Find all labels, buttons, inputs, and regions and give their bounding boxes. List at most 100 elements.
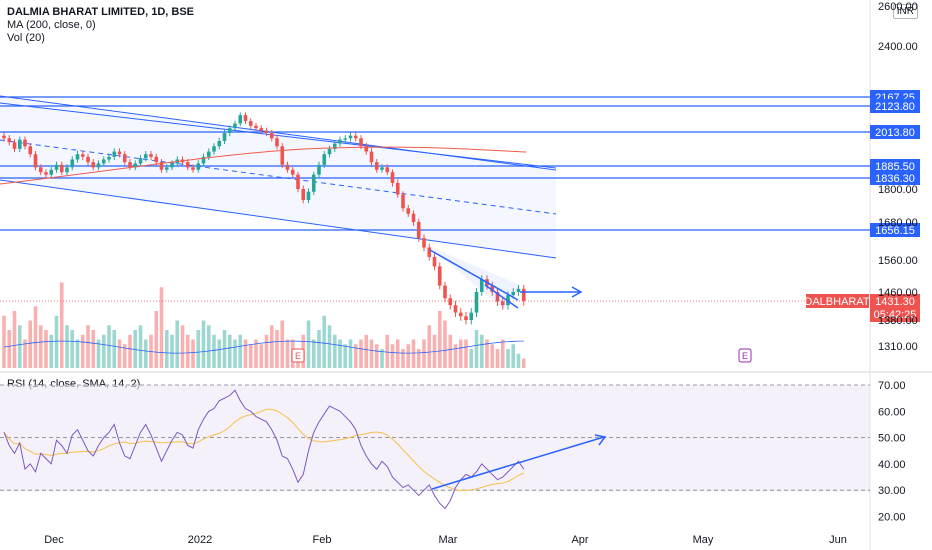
candle-body [438,266,442,285]
candle-body [13,142,17,149]
volume-bar [181,325,185,368]
volume-bar [322,316,326,368]
candle-body [454,305,458,312]
volume-bar [128,335,132,368]
candle-body [259,128,263,130]
time-tick: Feb [313,534,332,546]
volume-bar [65,325,69,368]
volume-bar [107,325,111,368]
candle-body [443,286,447,299]
volume-bar [443,321,447,369]
volume-bar [333,335,337,368]
candle-body [375,162,379,170]
volume-bar [417,349,421,368]
volume-bar [343,344,347,368]
candle-body [275,138,279,146]
symbol-label: DALBHARAT [804,296,869,308]
volume-bar [517,354,521,368]
time-tick: Jun [829,534,847,546]
level-label: 2013.80 [875,127,915,139]
volume-bar [118,340,122,369]
candle-body [469,313,473,320]
candle-body [23,140,27,147]
candle-body [391,172,395,183]
volume-bar [91,330,95,368]
candle-body [223,133,227,141]
volume-bar [286,340,290,369]
volume-bar [212,335,216,368]
candle-body [144,154,148,158]
volume-bar [86,325,90,368]
volume-bar [391,344,395,368]
candle-body [191,167,195,169]
price-tick-top: 2600.00 [878,1,918,13]
candle-body [317,165,321,175]
volume-bar [412,340,416,369]
volume-bar [28,321,32,369]
volume-bar [112,330,116,368]
candle-body [265,131,269,133]
price-tick: 1800.00 [878,184,918,196]
volume-bar [18,325,22,368]
volume-bar [102,335,106,368]
candle-body [475,292,479,313]
candle-body [427,248,431,257]
rsi-tick: 20.00 [878,512,906,524]
candle-body [286,165,290,170]
volume-bar [438,311,442,368]
volume-bar [2,316,6,368]
volume-bar [511,344,515,368]
volume-bar [191,340,195,369]
candle-body [76,154,80,159]
rsi-tick: 30.00 [878,485,906,497]
volume-bar [385,335,389,368]
candle-body [359,138,363,146]
candle-body [396,183,400,195]
candle-body [370,152,374,163]
time-tick: Dec [44,534,64,546]
price-tick: 2400.00 [878,41,918,53]
price-tick: 1380.00 [878,315,918,327]
volume-bar [55,316,59,368]
volume-bar [349,340,353,369]
candle-body [301,189,305,200]
volume-bar [60,283,64,369]
candle-body [459,313,463,317]
candle-body [349,136,353,139]
rsi-tick: 70.00 [878,380,906,392]
event-marker-label: E [742,351,748,361]
candle-body [112,152,116,157]
volume-bar [202,321,206,369]
volume-bar [259,344,263,368]
volume-bar [186,335,190,368]
candle-body [322,154,326,165]
candle-body [401,195,405,209]
candle-body [343,138,347,139]
candle-body [123,154,127,162]
candle-body [7,138,11,142]
time-tick: May [693,534,714,546]
candle-body [139,158,143,163]
volume-bar [359,340,363,369]
volume-bar [233,340,237,369]
candle-body [422,238,426,247]
candle-body [49,170,53,175]
volume-bar [480,335,484,368]
volume-bar [207,325,211,368]
candle-body [312,175,316,192]
candle-body [228,128,232,133]
volume-bar [270,325,274,368]
candle-body [60,165,64,172]
volume-bar [76,340,80,369]
candle-body [107,157,111,160]
candle-body [128,162,132,167]
candle-body [81,154,85,157]
candle-body [244,115,248,121]
volume-bar [338,340,342,369]
volume-bar [49,335,53,368]
price-tick: 1460.00 [878,287,918,299]
candle-body [34,154,38,167]
candle-body [55,165,59,170]
volume-bar [265,335,269,368]
